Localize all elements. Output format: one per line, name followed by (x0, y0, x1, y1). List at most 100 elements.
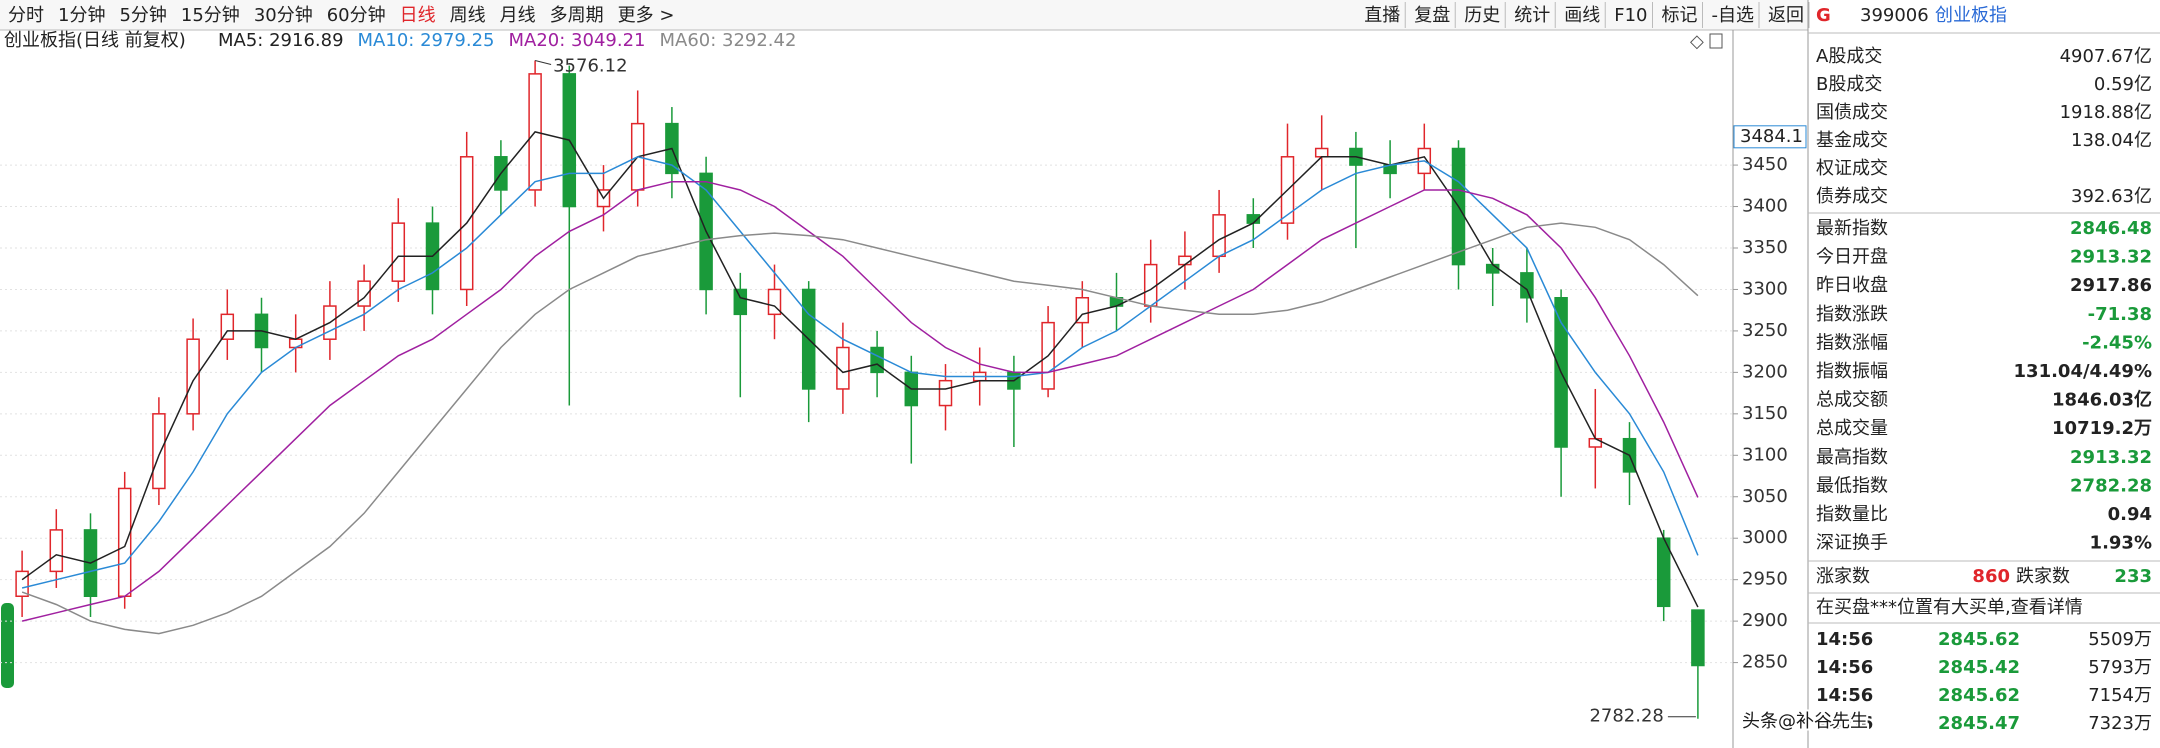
tool-button[interactable]: 直播 (1364, 5, 1400, 26)
row-value: 2917.86 (2070, 275, 2152, 296)
candle-body (117, 487, 132, 598)
y-tick-label: 3100 (1742, 444, 1788, 465)
row-label: 最新指数 (1816, 218, 1888, 239)
row-label: 指数量比 (1816, 504, 1888, 525)
tool-button[interactable]: 标记 (1662, 5, 1698, 26)
candle-body (1520, 272, 1534, 299)
candle-body (1075, 297, 1090, 324)
period-tab[interactable]: 分时 (8, 5, 44, 26)
period-tab[interactable]: 15分钟 (181, 5, 240, 26)
period-tab[interactable]: 更多 > (618, 5, 675, 26)
candle-body (733, 288, 748, 316)
legend-entry: MA20: 3049.21 (509, 30, 646, 51)
period-tab[interactable]: 30分钟 (254, 5, 313, 26)
trade-price: 2845.62 (1938, 629, 2020, 650)
toolbar (0, 0, 1808, 30)
period-tab[interactable]: 60分钟 (327, 5, 386, 26)
period-tab[interactable]: 周线 (450, 5, 486, 26)
y-tick-label: 2950 (1742, 569, 1788, 590)
watermark: 头条@补谷先生 (1742, 711, 1868, 732)
y-tick-label: 3250 (1742, 320, 1788, 341)
trade-time: 14:56 (1816, 713, 1873, 734)
row-value: 0.94 (2108, 504, 2152, 525)
period-tab[interactable]: 5分钟 (119, 5, 166, 26)
tool-button[interactable]: 历史 (1464, 5, 1500, 26)
index-name: 创业板指 (1935, 5, 2007, 26)
row-value: 131.04/4.49% (2014, 361, 2152, 382)
period-tab[interactable]: 1分钟 (58, 5, 105, 26)
row-label: 指数振幅 (1816, 361, 1888, 382)
row-label: 权证成交 (1816, 158, 1888, 179)
row-label: 指数涨跌 (1816, 304, 1888, 325)
candle-body (1212, 214, 1226, 258)
row-label: 国债成交 (1816, 102, 1888, 123)
row-label: A股成交 (1816, 46, 1882, 67)
legend-entry: MA10: 2979.25 (358, 30, 495, 51)
trade-price: 2845.42 (1938, 657, 2020, 678)
y-tick-label: 3300 (1742, 278, 1788, 299)
icon-diamond[interactable]: ◇ (1690, 31, 1704, 52)
tool-button[interactable]: 统计 (1514, 5, 1550, 26)
candle-body (1178, 255, 1192, 266)
breadth-value: 233 (2114, 566, 2152, 587)
candle-body (1485, 263, 1500, 274)
period-tab[interactable]: 多周期 (550, 5, 604, 26)
row-value: 0.59亿 (2094, 74, 2152, 95)
candle-body (220, 313, 235, 340)
row-value: 1.93% (2090, 533, 2152, 554)
row-value: 4907.67亿 (2060, 46, 2152, 67)
candle-body (391, 222, 406, 282)
period-tab[interactable]: 日线 (400, 5, 436, 26)
candle-body (49, 529, 64, 573)
row-label: B股成交 (1816, 74, 1882, 95)
tool-button[interactable]: F10 (1614, 5, 1647, 26)
row-value: 2913.32 (2070, 247, 2152, 268)
trade-time: 14:56 (1816, 629, 1873, 650)
row-label: 昨日收盘 (1816, 275, 1888, 296)
row-value: 1846.03亿 (2052, 389, 2152, 411)
code-prefix: G (1816, 5, 1831, 26)
row-value: 1918.88亿 (2060, 102, 2152, 123)
trade-volume: 5509万 (2088, 629, 2152, 650)
row-label: 深证换手 (1816, 533, 1888, 554)
notice[interactable]: 在买盘***位置有大买单,查看详情 (1816, 597, 2083, 618)
legend-entry: MA5: 2916.89 (218, 30, 344, 51)
trade-time: 14:56 (1816, 657, 1873, 678)
row-label: 总成交量 (1816, 418, 1888, 439)
scroll-handle[interactable] (1, 603, 14, 688)
row-value: -71.38 (2088, 304, 2152, 325)
row-label: 最低指数 (1816, 475, 1888, 496)
candle-body (1143, 263, 1158, 307)
candle-body (1656, 537, 1671, 608)
y-tick-label: 3000 (1742, 527, 1788, 548)
icon-window[interactable] (1709, 33, 1723, 49)
row-value: 2782.28 (2070, 475, 2152, 496)
row-value: 138.04亿 (2071, 130, 2152, 151)
row-label: 债券成交 (1816, 186, 1888, 207)
row-label: 最高指数 (1816, 447, 1888, 468)
tool-button[interactable]: 返回 (1768, 5, 1804, 26)
y-tick-label: 3350 (1742, 237, 1788, 258)
chart-title: 创业板指(日线 前复权) (4, 30, 186, 51)
high-label: 3576.12 (553, 56, 627, 77)
tool-button[interactable]: -自选 (1712, 5, 1755, 26)
tool-button[interactable]: 画线 (1564, 5, 1600, 26)
candle-body (152, 413, 166, 490)
row-label: 总成交额 (1816, 390, 1888, 411)
candle-body (1314, 147, 1329, 158)
trade-price: 2845.47 (1938, 713, 2020, 734)
ma-line (21, 156, 1699, 589)
legend-entry: MA60: 3292.42 (659, 30, 796, 51)
breadth-label: 涨家数 (1816, 566, 1870, 587)
ma-line (21, 180, 1699, 622)
trade-price: 2845.62 (1938, 685, 2020, 706)
y-tick-label: 3050 (1742, 486, 1788, 507)
tool-button[interactable]: 复盘 (1414, 5, 1450, 26)
candle-body (836, 346, 850, 390)
row-label: 基金成交 (1816, 130, 1888, 151)
period-tab[interactable]: 月线 (500, 5, 536, 26)
row-value: 392.63亿 (2071, 186, 2152, 207)
